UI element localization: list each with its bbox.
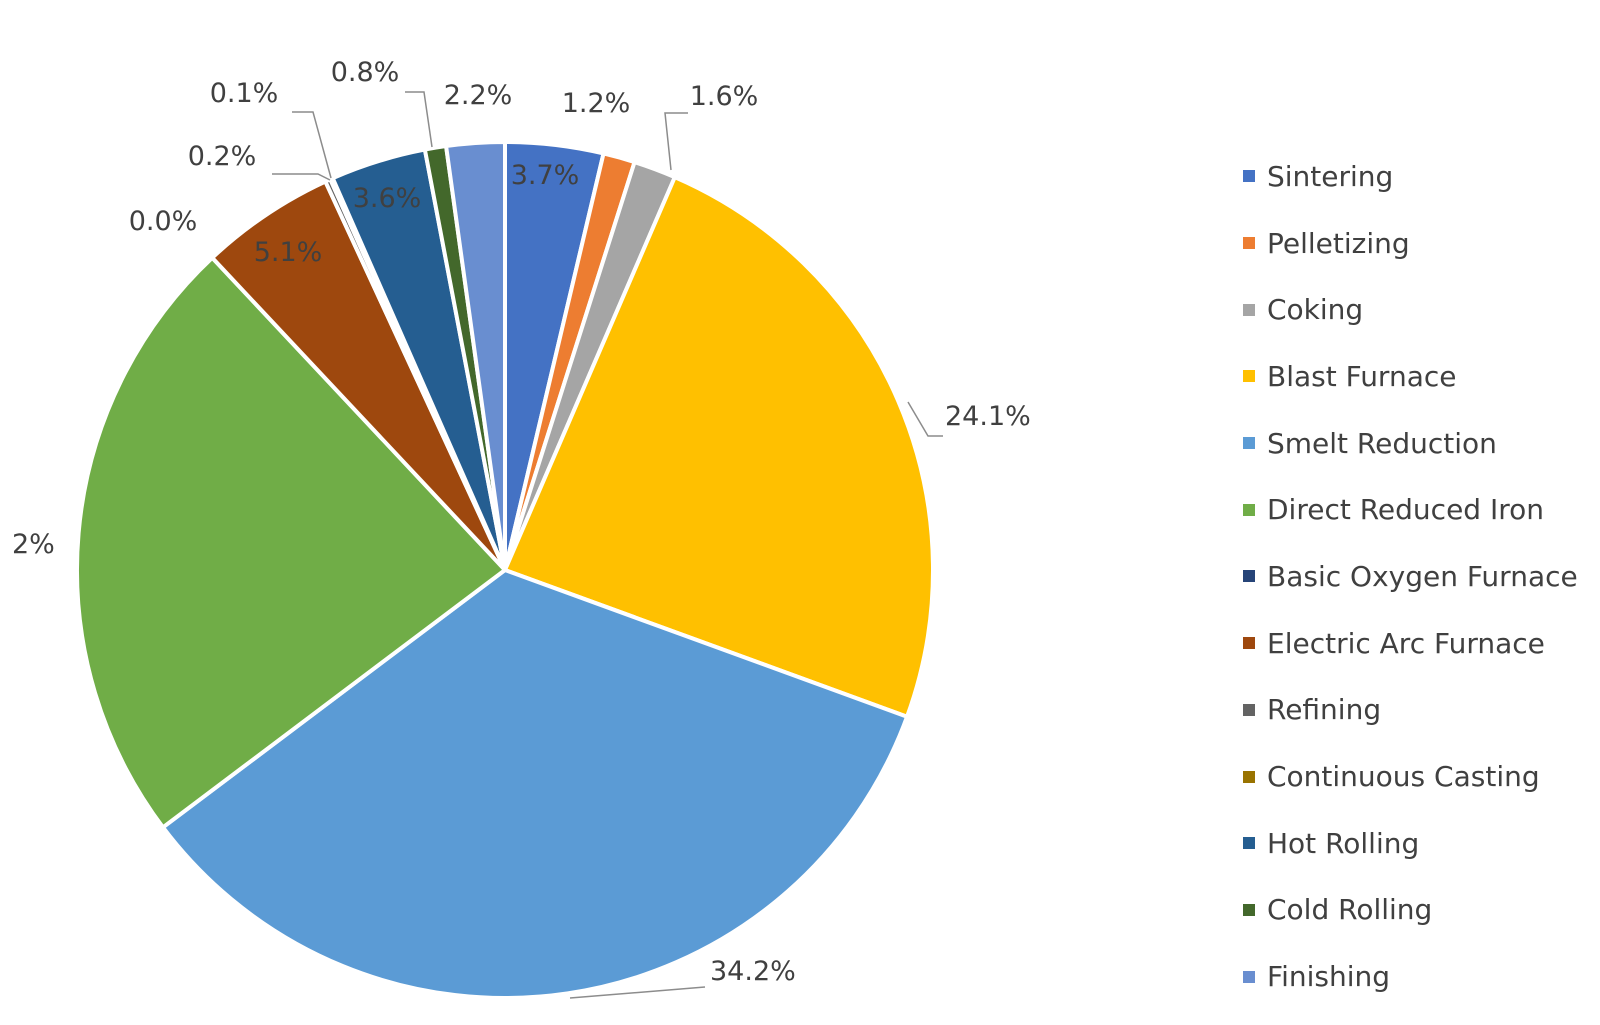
legend-label: Refining [1267,693,1382,727]
legend-swatch [1243,770,1255,783]
legend-label: Smelt Reduction [1267,426,1497,460]
legend-item-blast-furnace: Blast Furnace [1243,343,1578,410]
legend-item-refining: Refining [1243,677,1578,744]
legend-swatch [1243,503,1255,516]
pie-slice-finishing [443,139,507,571]
data-label-direct-reduced-iron: 2% [12,529,55,560]
data-label-continuous-casting: 0.1% [210,78,279,109]
legend-item-coking: Coking [1243,276,1578,343]
legend-swatch [1243,303,1255,316]
legend-item-electric-arc-furnace: Electric Arc Furnace [1243,610,1578,677]
legend-swatch [1243,237,1255,250]
legend-label: Basic Oxygen Furnace [1267,559,1578,593]
legend-swatch [1243,370,1255,383]
legend-label: Finishing [1267,960,1391,994]
data-label-electric-arc-furnace: 5.1% [254,237,323,268]
chart-legend: Sintering Pelletizing Coking Blast Furnace S… [1243,143,1578,1010]
legend-item-finishing: Finishing [1243,943,1578,1010]
leader-line-refining [272,173,331,181]
leader-line-blast-furnace [907,401,943,437]
data-label-finishing: 2.2% [444,80,513,111]
legend-swatch [1243,837,1255,850]
legend-item-cold-rolling: Cold Rolling [1243,877,1578,944]
leader-line-coking [664,112,688,171]
pie-data-labels: 3.7% 1.2% 1.6% 24.1% 34.2% 2% 0.0% 5.1% 0.2% 0.1%… [12,57,1031,987]
legend-item-smelt-reduction: Smelt Reduction [1243,410,1578,477]
legend-label: Hot Rolling [1267,826,1420,860]
legend-swatch [1243,570,1255,583]
legend-label: Pelletizing [1267,226,1410,260]
data-label-hot-rolling: 3.6% [353,183,422,214]
legend-item-pelletizing: Pelletizing [1243,210,1578,277]
data-label-refining: 0.2% [188,141,257,172]
data-label-cold-rolling: 0.8% [331,57,400,88]
legend-swatch [1243,437,1255,450]
legend-item-sintering: Sintering [1243,143,1578,210]
legend-swatch [1243,637,1255,650]
data-label-blast-furnace: 24.1% [945,401,1031,432]
legend-label: Electric Arc Furnace [1267,626,1545,660]
legend-item-continuous-casting: Continuous Casting [1243,743,1578,810]
legend-item-hot-rolling: Hot Rolling [1243,810,1578,877]
legend-label: Direct Reduced Iron [1267,493,1545,527]
legend-swatch [1243,170,1255,183]
leader-line-cold-rolling [405,91,433,148]
data-label-pelletizing: 1.2% [562,88,631,119]
legend-swatch [1243,970,1255,983]
legend-swatch [1243,903,1255,916]
leader-line-continuous-casting [292,111,332,179]
pie-slices [75,139,935,1000]
legend-swatch [1243,703,1255,716]
legend-label: Cold Rolling [1267,893,1433,927]
legend-label: Blast Furnace [1267,359,1457,393]
leader-line-smelt-reduction [569,986,706,999]
data-label-basic-oxygen-furnace: 0.0% [129,206,198,237]
legend-item-direct-reduced-iron: Direct Reduced Iron [1243,476,1578,543]
pie-slice-smelt-reduction [160,567,910,1000]
data-label-coking: 1.6% [690,81,759,112]
data-label-smelt-reduction: 34.2% [710,956,796,987]
legend-item-basic-oxygen-furnace: Basic Oxygen Furnace [1243,543,1578,610]
pie-slice-direct-reduced-iron [75,254,508,831]
legend-label: Coking [1267,293,1364,327]
legend-label: Sintering [1267,159,1394,193]
legend-label: Continuous Casting [1267,760,1540,794]
data-label-sintering: 3.7% [511,160,580,191]
label-leader-lines [272,91,943,999]
pie-slice-blast-furnace [502,174,935,720]
